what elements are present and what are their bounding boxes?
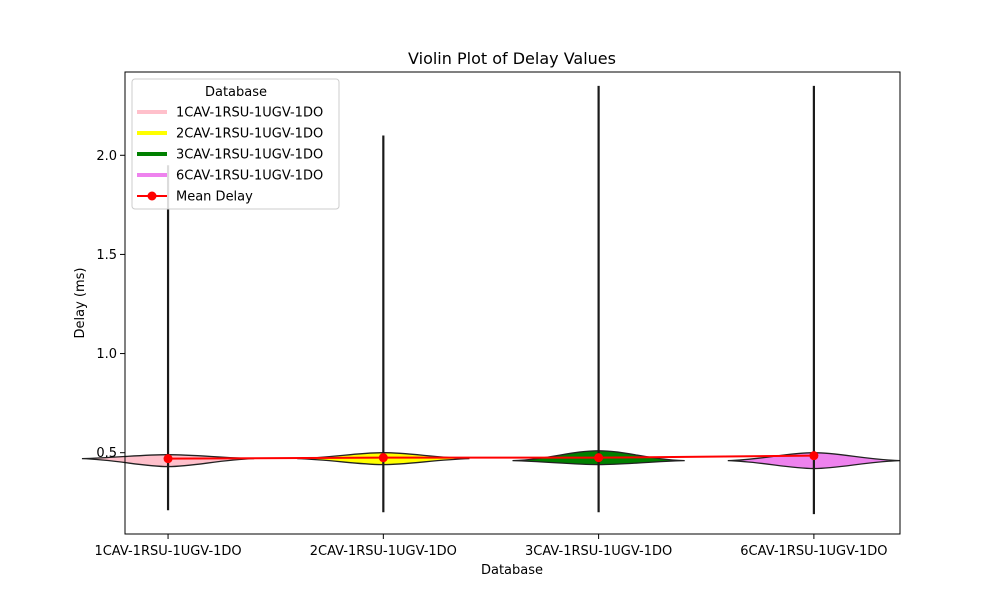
x-tick-label: 2CAV-1RSU-1UGV-1DO <box>310 544 457 559</box>
x-tick-label: 3CAV-1RSU-1UGV-1DO <box>525 544 672 559</box>
mean-delay-point <box>378 453 388 463</box>
plot-area <box>81 85 901 515</box>
legend-label: Mean Delay <box>176 190 253 205</box>
x-tick-label: 6CAV-1RSU-1UGV-1DO <box>740 544 887 559</box>
legend-entries: 1CAV-1RSU-1UGV-1DO 2CAV-1RSU-1UGV-1DO 3CAV… <box>137 106 323 205</box>
legend-label: 3CAV-1RSU-1UGV-1DO <box>176 148 323 163</box>
mean-delay-point <box>163 454 173 464</box>
x-axis: 1CAV-1RSU-1UGV-1DO 2CAV-1RSU-1UGV-1DO 3CAV… <box>94 534 887 559</box>
mean-delay-point <box>809 451 819 461</box>
legend-box <box>131 78 340 210</box>
x-axis-label: Database <box>481 563 543 578</box>
y-tick-label: 2.0 <box>96 149 117 164</box>
legend-label: 6CAV-1RSU-1UGV-1DO <box>176 169 323 184</box>
mean-delay-line <box>168 454 814 460</box>
legend-marker <box>147 191 157 201</box>
chart-title: Violin Plot of Delay Values <box>408 49 616 68</box>
y-tick-label: 1.0 <box>96 347 117 362</box>
legend: Database 1CAV-1RSU-1UGV-1DO 2CAV-1RSU-1UG… <box>131 78 340 210</box>
mean-delay-point <box>594 453 604 463</box>
legend-title: Database <box>205 85 267 100</box>
y-axis-label: Delay (ms) <box>73 268 88 339</box>
legend-label: 2CAV-1RSU-1UGV-1DO <box>176 127 323 142</box>
y-axis: 0.5 1.0 1.5 2.0 <box>96 149 125 461</box>
y-tick-label: 1.5 <box>96 248 117 263</box>
axes-frame <box>124 71 901 535</box>
y-tick-label: 0.5 <box>96 446 117 461</box>
legend-label: 1CAV-1RSU-1UGV-1DO <box>176 106 323 121</box>
x-tick-label: 1CAV-1RSU-1UGV-1DO <box>94 544 241 559</box>
